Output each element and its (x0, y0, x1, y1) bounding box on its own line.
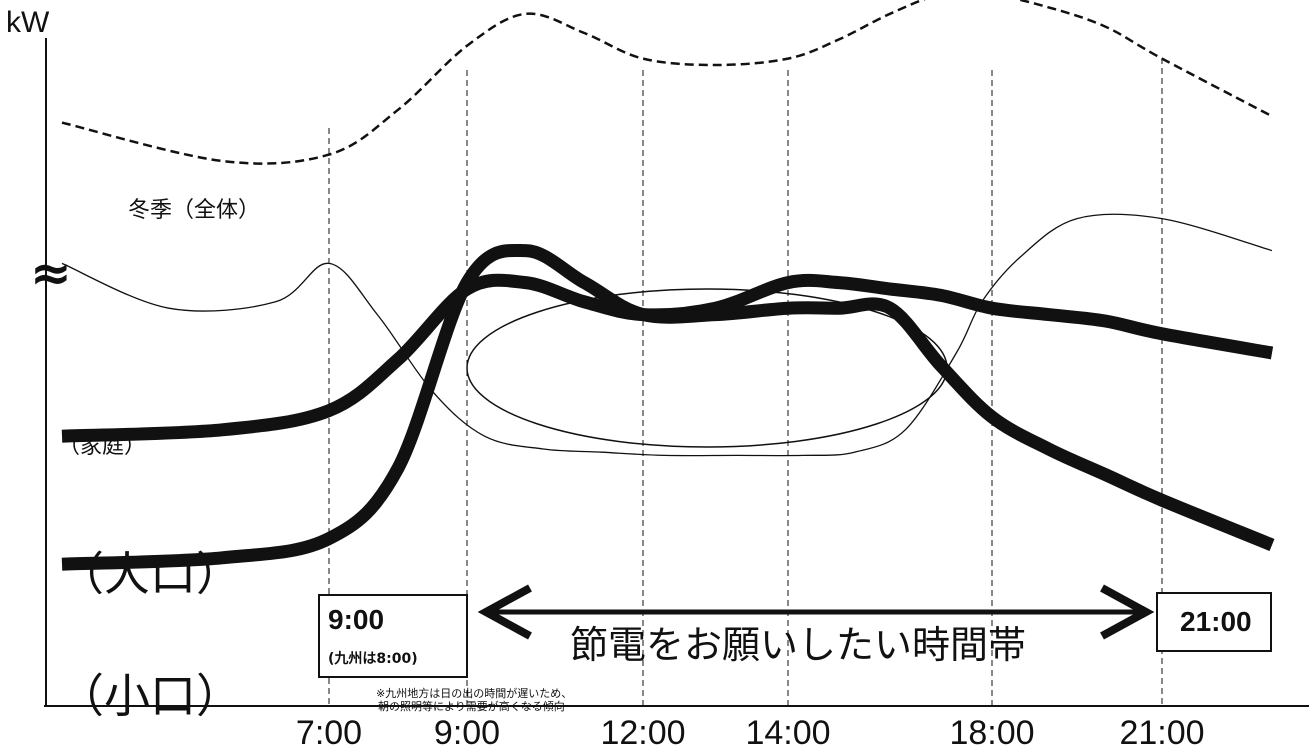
arrow-head-left (477, 584, 532, 640)
y-axis-label: kW (6, 6, 50, 39)
arrow-label: 節電をお願いしたい時間帯 (570, 623, 1027, 667)
footnote-line2: 朝の照明等により需要が高くなる傾向 (378, 700, 565, 713)
start-time-note: (九州は8:00) (328, 651, 418, 667)
x-tick-label: 12:00 (600, 714, 686, 752)
series-label-household: （家庭） (58, 434, 147, 459)
series-line-0 (61, 0, 1273, 165)
x-tick-label: 21:00 (1119, 714, 1205, 752)
series-line-3 (61, 243, 1275, 571)
series-line-1 (61, 213, 1273, 457)
x-tick-label: 9:00 (433, 714, 501, 752)
arrow-head-right (1100, 584, 1155, 640)
axis-break-symbol: ≈ (30, 244, 72, 302)
start-time-box: 9:00 (九州は8:00) (318, 594, 468, 678)
series-label-large-lot: （大口） (58, 547, 242, 601)
series-label-winter-total: 冬季（全体） (128, 198, 261, 223)
x-tick-label: 18:00 (949, 714, 1035, 752)
series-line-2 (61, 273, 1274, 443)
end-time: 21:00 (1180, 606, 1252, 637)
series-label-small-lot: （小口） (58, 669, 242, 723)
end-time-box: 21:00 (1156, 592, 1272, 652)
x-tick-label: 7:00 (295, 714, 363, 752)
x-tick-label: 14:00 (745, 714, 831, 752)
start-time: 9:00 (328, 604, 385, 635)
footnote-line1: ※九州地方は日の出の時間が遅いため、 (376, 687, 573, 700)
